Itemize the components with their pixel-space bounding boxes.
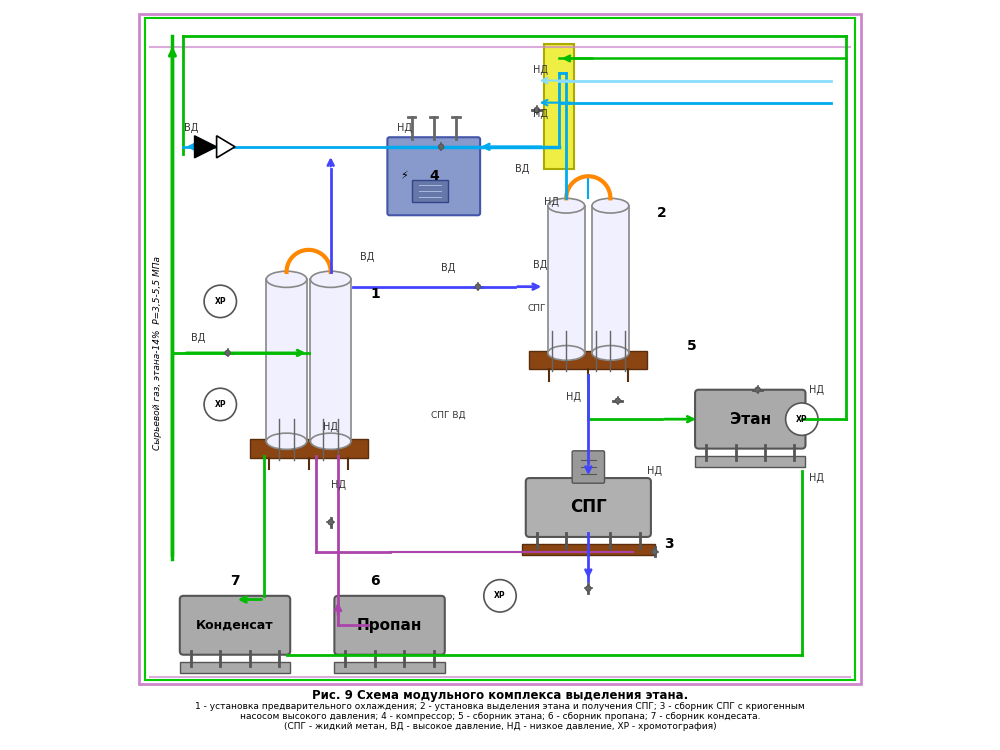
- Text: СПГ: СПГ: [570, 499, 607, 517]
- Ellipse shape: [592, 346, 629, 360]
- Text: ХР: ХР: [214, 297, 226, 306]
- Text: ХР: ХР: [796, 415, 808, 424]
- Ellipse shape: [266, 272, 307, 287]
- Ellipse shape: [548, 198, 585, 213]
- Text: ВД: ВД: [533, 260, 548, 269]
- Bar: [522, 544, 655, 555]
- FancyBboxPatch shape: [695, 390, 805, 448]
- Text: НД: НД: [397, 124, 412, 134]
- Bar: [412, 180, 448, 202]
- Text: НД: НД: [533, 64, 548, 74]
- Text: Этан: Этан: [730, 412, 771, 427]
- Text: СПГ ВД: СПГ ВД: [431, 411, 466, 420]
- Text: 5: 5: [687, 338, 696, 352]
- Text: НД: НД: [323, 422, 338, 431]
- Bar: [544, 44, 574, 169]
- Text: ⚡: ⚡: [400, 171, 408, 182]
- Polygon shape: [217, 136, 235, 158]
- Text: Сырьевой газ, этана-14%  Р=3,5-5,5 МПа: Сырьевой газ, этана-14% Р=3,5-5,5 МПа: [153, 256, 162, 450]
- FancyBboxPatch shape: [334, 596, 445, 655]
- Text: 1: 1: [370, 287, 380, 301]
- Text: НД: НД: [809, 473, 824, 483]
- Ellipse shape: [266, 433, 307, 449]
- Bar: [310, 279, 351, 441]
- Circle shape: [328, 520, 333, 525]
- Circle shape: [225, 350, 230, 355]
- FancyBboxPatch shape: [526, 478, 651, 537]
- Text: ВД: ВД: [184, 124, 198, 134]
- Circle shape: [475, 284, 481, 290]
- Text: НД: НД: [533, 109, 548, 118]
- Circle shape: [786, 403, 818, 435]
- Circle shape: [438, 144, 444, 149]
- Circle shape: [586, 586, 591, 591]
- Text: насосом высокого давления; 4 - компрессор; 5 - сборник этана; 6 - сборник пропан: насосом высокого давления; 4 - компрессо…: [240, 712, 760, 721]
- Text: Конденсат: Конденсат: [196, 619, 274, 632]
- Text: Рис. 9 Схема модульного комплекса выделения этана.: Рис. 9 Схема модульного комплекса выделе…: [312, 688, 688, 702]
- Text: ВД: ВД: [515, 164, 529, 174]
- Text: 4: 4: [429, 170, 439, 183]
- Text: ХР: ХР: [214, 400, 226, 409]
- Bar: [548, 206, 585, 353]
- Text: 3: 3: [664, 537, 674, 551]
- Text: ВД: ВД: [441, 263, 456, 273]
- Text: (СПГ - жидкий метан, ВД - высокое давление, НД - низкое давление, ХР - хромотогр: (СПГ - жидкий метан, ВД - высокое давлен…: [284, 722, 716, 731]
- Text: НД: НД: [647, 466, 662, 476]
- Ellipse shape: [310, 433, 351, 449]
- Bar: [592, 206, 629, 353]
- Bar: [266, 279, 307, 441]
- Text: ХР: ХР: [494, 591, 506, 600]
- Text: 7: 7: [230, 574, 240, 588]
- FancyBboxPatch shape: [180, 596, 290, 655]
- Bar: [334, 662, 445, 674]
- Circle shape: [615, 398, 620, 404]
- Text: 6: 6: [370, 574, 380, 588]
- Bar: [180, 662, 290, 674]
- Text: ВД: ВД: [191, 333, 205, 344]
- Bar: [529, 351, 647, 370]
- Text: 1 - установка предварительного охлаждения; 2 - установка выделения этана и получ: 1 - установка предварительного охлаждени…: [195, 702, 805, 711]
- Text: Пропан: Пропан: [357, 618, 422, 633]
- Ellipse shape: [592, 198, 629, 213]
- Text: СПГ: СПГ: [528, 304, 546, 313]
- Circle shape: [204, 388, 236, 421]
- Circle shape: [652, 549, 657, 554]
- Ellipse shape: [310, 272, 351, 287]
- Text: НД: НД: [544, 197, 559, 207]
- Circle shape: [534, 107, 539, 112]
- Circle shape: [204, 285, 236, 317]
- FancyBboxPatch shape: [387, 137, 480, 215]
- Text: НД: НД: [566, 392, 581, 402]
- Text: НД: НД: [809, 385, 824, 394]
- Bar: [250, 440, 368, 458]
- Text: ВД: ВД: [360, 252, 375, 262]
- Circle shape: [755, 387, 760, 392]
- Text: НД: НД: [331, 481, 346, 490]
- Ellipse shape: [548, 346, 585, 360]
- Polygon shape: [195, 136, 217, 158]
- Text: 2: 2: [657, 206, 667, 220]
- Circle shape: [484, 580, 516, 612]
- FancyBboxPatch shape: [572, 451, 605, 483]
- Bar: [695, 456, 805, 467]
